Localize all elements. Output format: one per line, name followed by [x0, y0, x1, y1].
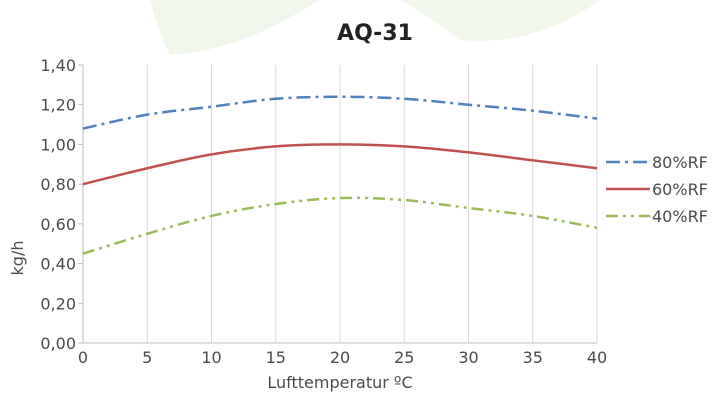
x-tick-label: 35: [523, 348, 543, 367]
legend: 80%RF 60%RF 40%RF: [606, 153, 708, 226]
x-tick-label: 15: [266, 348, 286, 367]
x-tick-label: 20: [330, 348, 350, 367]
series-line-1: [82, 143, 598, 186]
series-line-0: [82, 95, 598, 130]
legend-label-2: 40%RF: [652, 207, 708, 226]
y-axis-label: kg/h: [8, 241, 27, 276]
x-tick-label: 5: [142, 348, 152, 367]
x-tick-label: 25: [394, 348, 414, 367]
axes: [82, 65, 597, 344]
y-tick-label: 1,00: [40, 135, 76, 154]
legend-label-1: 60%RF: [652, 180, 708, 199]
y-tick-label: 0,00: [40, 334, 76, 353]
x-axis-label: Lufttemperatur ºC: [267, 373, 412, 392]
y-axis-ticks: 0,00 0,20 0,40 0,60 0,80 1,00 1,20 1,40: [40, 56, 83, 353]
y-tick-label: 0,80: [40, 175, 76, 194]
y-tick-label: 0,20: [40, 294, 76, 313]
x-axis-ticks: 0 5 10 15 20 25 30 35 40: [78, 348, 607, 367]
gridlines: [146, 65, 598, 343]
series-line-2: [82, 196, 598, 255]
y-tick-label: 0,60: [40, 215, 76, 234]
y-tick-label: 1,40: [40, 56, 76, 75]
x-tick-label: 40: [587, 348, 607, 367]
series-lines: [82, 95, 598, 255]
legend-label-0: 80%RF: [652, 153, 708, 172]
y-tick-label: 1,20: [40, 96, 76, 115]
chart-title: AQ-31: [337, 21, 413, 46]
x-tick-label: 30: [458, 348, 478, 367]
y-tick-label: 0,40: [40, 255, 76, 274]
x-tick-label: 0: [78, 348, 88, 367]
x-tick-label: 10: [201, 348, 221, 367]
